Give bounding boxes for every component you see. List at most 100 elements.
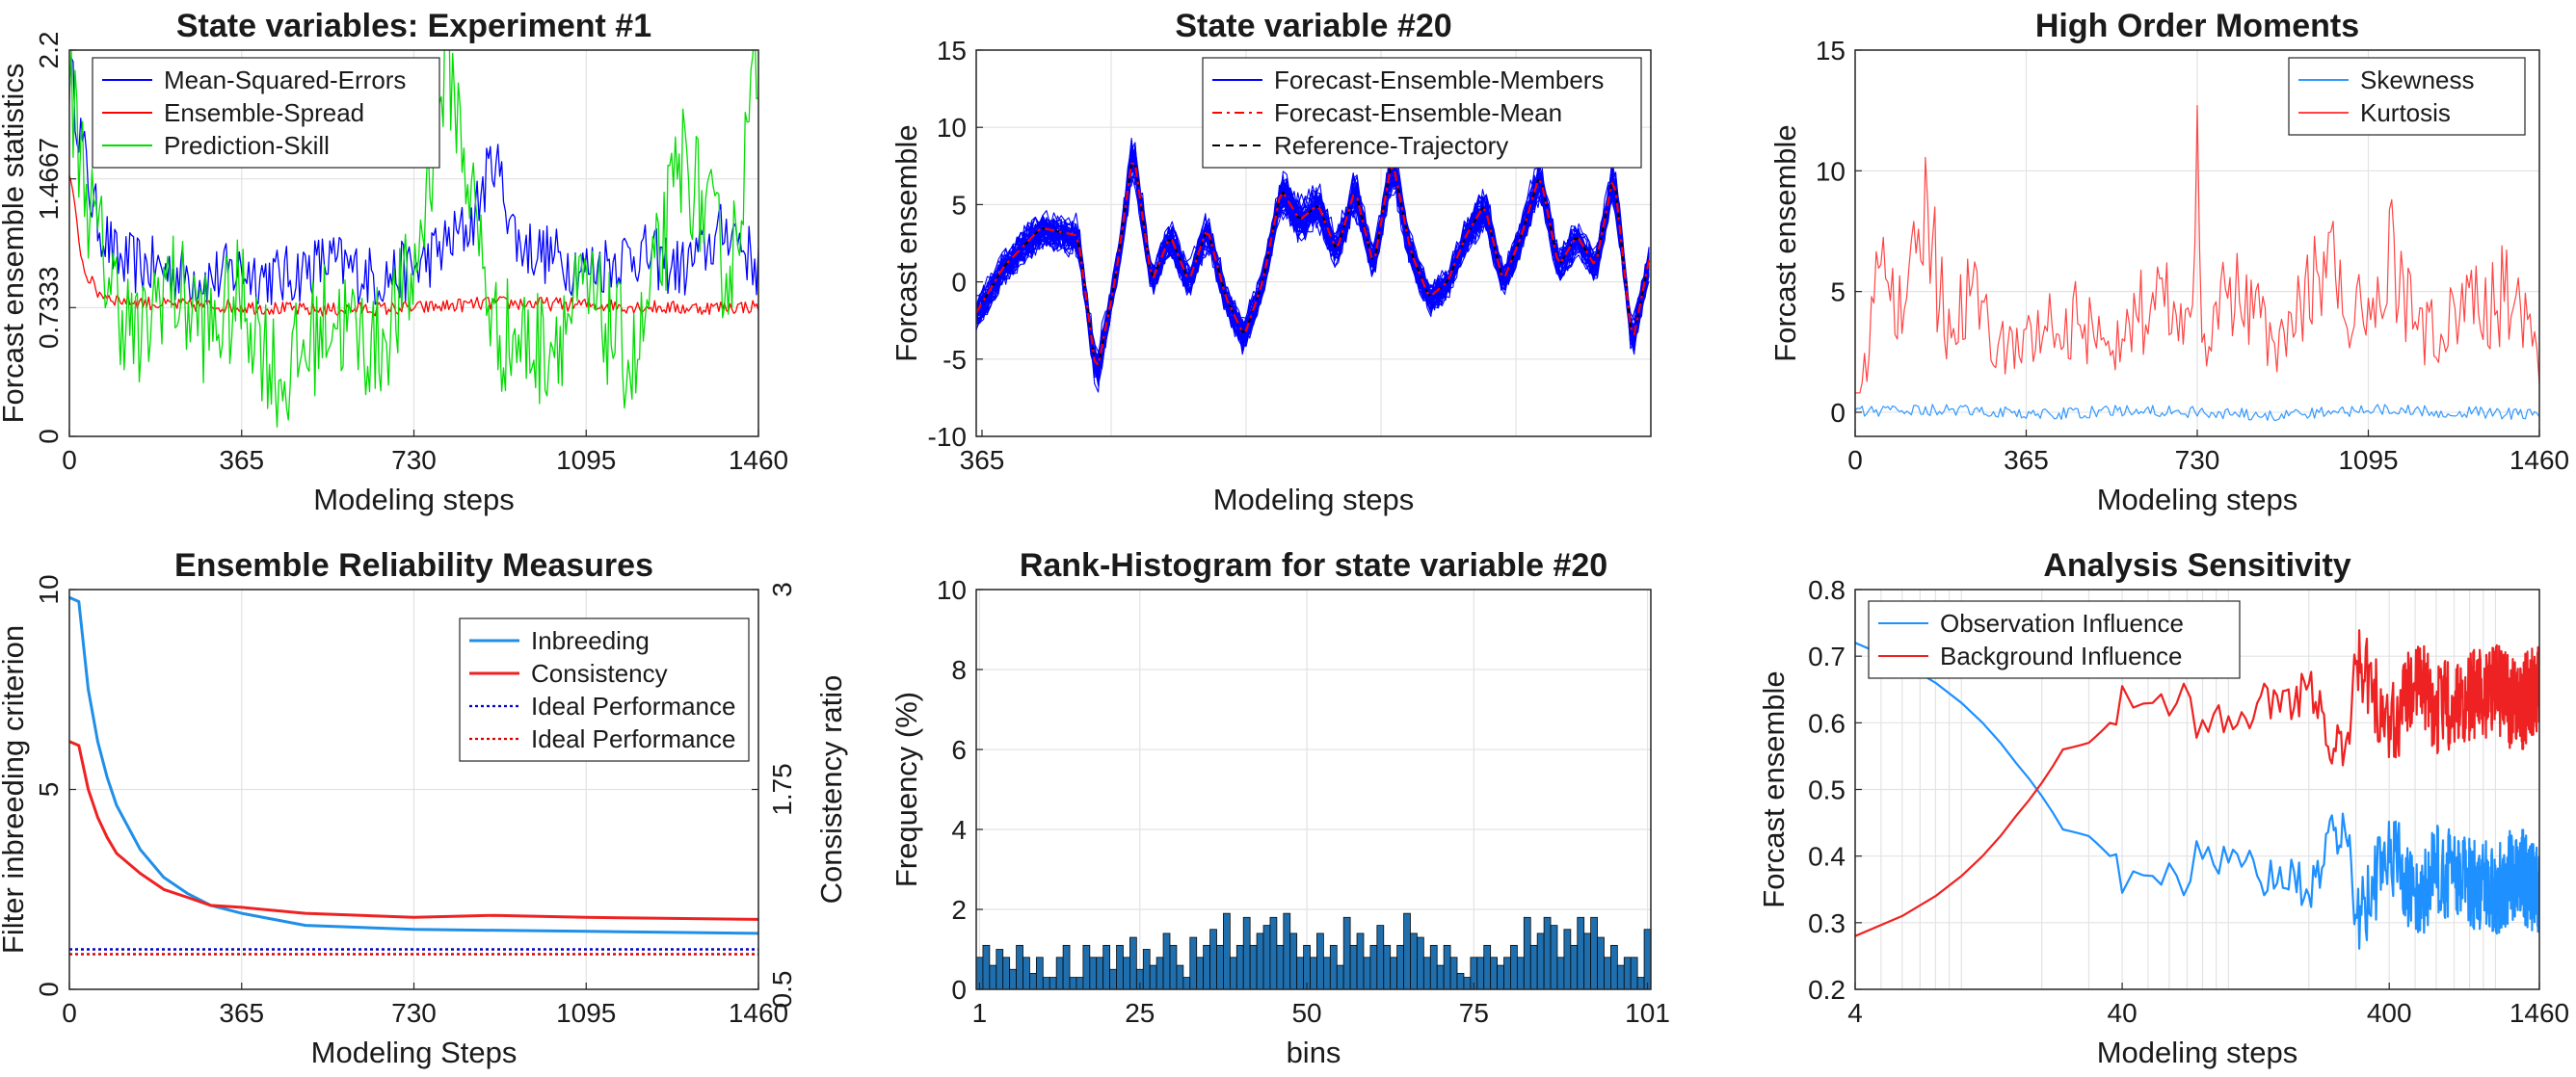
y-tick-label: 1.4667 <box>34 138 64 221</box>
histogram-bar <box>1636 977 1645 990</box>
histogram-bar <box>1583 933 1592 990</box>
histogram-bar <box>1577 916 1585 990</box>
y-tick-label: 2 <box>951 895 967 925</box>
series-line-kurtosis <box>1855 104 2539 394</box>
histogram-bar <box>1483 944 1492 990</box>
axes-box <box>975 49 1652 437</box>
histogram-bar <box>1329 944 1338 990</box>
histogram-bar <box>1383 944 1392 990</box>
histogram-bar <box>1610 944 1618 990</box>
x-tick-label: 730 <box>2175 445 2220 475</box>
histogram-bar <box>1336 964 1344 990</box>
panel-rank-histogram: 1 25 50 75 101 0 2 4 6 8 10 Rank-Histogram for stat… <box>890 547 1670 1069</box>
x-tick-label: 50 <box>1291 998 1321 1028</box>
histogram-bar <box>1550 925 1558 990</box>
histogram-bar <box>1563 929 1572 990</box>
histogram-bar <box>1016 944 1023 990</box>
legend: Observation Influence Background Influenc… <box>1868 600 2241 679</box>
x-axis-label: Modeling steps <box>1213 483 1415 516</box>
y-right-tick-label: 1.75 <box>767 763 797 816</box>
x-tick-label: 365 <box>219 998 264 1028</box>
y-tick-label: 0.6 <box>1808 708 1846 738</box>
histogram-bar <box>1616 964 1625 990</box>
y-tick-label: 10 <box>937 575 967 605</box>
legend-box <box>2288 57 2526 136</box>
histogram-bar <box>1123 957 1130 990</box>
histogram-bar <box>1570 944 1579 990</box>
histogram-bar <box>1223 912 1231 990</box>
histogram-bar <box>1155 957 1164 990</box>
x-tick-label: 365 <box>960 445 1005 475</box>
panel-high-order-moments: 0 365 730 1095 1460 0 5 10 15 High Order Moments M… <box>1768 8 2569 516</box>
histogram-bar <box>1556 957 1565 990</box>
histogram-bar <box>1342 916 1351 990</box>
histogram-bar <box>1169 944 1178 990</box>
series-group <box>1855 104 2539 422</box>
y-tick-label: 0.2 <box>1808 975 1846 1005</box>
legend-label: Forecast-Ensemble-Mean <box>1274 98 1562 127</box>
x-axis-label: Modeling steps <box>313 483 515 516</box>
axes-box <box>975 589 1652 990</box>
series-line-skewness <box>1855 404 2539 422</box>
x-tick-label: 75 <box>1459 998 1489 1028</box>
x-tick-label: 40 <box>2108 998 2138 1028</box>
x-tick-label: 1460 <box>2510 998 2569 1028</box>
y-tick-label: 0.3 <box>1808 908 1846 938</box>
histogram-bar <box>1242 916 1251 990</box>
histogram-bar <box>1076 977 1084 990</box>
histogram-bar <box>1009 968 1017 990</box>
x-tick-label: 1460 <box>2510 445 2569 475</box>
plot-area <box>976 590 1651 989</box>
y-tick-label: 0.8 <box>1808 575 1846 605</box>
histogram-bar <box>1363 957 1371 990</box>
histogram-bar <box>996 949 1004 990</box>
histogram-bar <box>1630 957 1638 990</box>
histogram-bar <box>1396 944 1404 990</box>
legend: Inbreeding Consistency Ideal Performance Id… <box>459 617 750 762</box>
histogram-bar <box>1276 944 1285 990</box>
histogram-bar <box>1376 925 1385 990</box>
histogram-bar <box>1176 964 1184 990</box>
histogram-bar <box>1356 933 1365 990</box>
histogram-bar <box>1216 944 1224 990</box>
x-tick-label: 0 <box>62 445 77 475</box>
histogram-bar <box>1109 968 1117 990</box>
histogram-bar <box>1316 933 1324 990</box>
histogram-bar <box>1262 925 1271 990</box>
legend-label: Ideal Performance <box>531 692 735 721</box>
chart-title: Rank-Histogram for state variable #20 <box>1020 547 1607 584</box>
legend: Forecast-Ensemble-Members Forecast-Ensemb… <box>1202 57 1642 169</box>
legend-label: Skewness <box>2360 66 2475 94</box>
y-axis-label: Forcast ensemble <box>890 124 923 361</box>
y-axis-label: Forcast ensemble statistics <box>0 64 30 424</box>
histogram-bar <box>1529 944 1538 990</box>
series-group <box>69 50 758 428</box>
legend-label: Kurtosis <box>2360 98 2451 127</box>
histogram-bar <box>1643 929 1652 990</box>
histogram-bar <box>1523 916 1531 990</box>
legend-box <box>1202 57 1642 169</box>
legend-label: Consistency <box>531 659 668 688</box>
y-tick-label: 5 <box>1830 277 1846 307</box>
histogram-bar <box>1417 936 1424 990</box>
histogram-bar <box>1049 977 1057 990</box>
legend-box <box>1868 600 2241 679</box>
histogram-bar <box>1096 957 1104 990</box>
histogram-bar <box>1203 944 1210 990</box>
legend: Skewness Kurtosis <box>2288 57 2526 136</box>
x-tick-label: 1460 <box>729 998 788 1028</box>
histogram-bar <box>1410 933 1418 990</box>
histogram-bar <box>1149 964 1157 990</box>
chart-title: Ensemble Reliability Measures <box>174 547 653 584</box>
panel-ensemble-reliability: 0 365 730 1095 1460 0 5 10 0.5 1.75 3 Ensemble Reli… <box>0 547 848 1069</box>
histogram-bar <box>1189 936 1198 990</box>
legend-label: Reference-Trajectory <box>1274 131 1508 160</box>
y-tick-label: 0 <box>34 982 64 997</box>
histogram-bar <box>989 964 997 990</box>
histogram-bar <box>1289 933 1298 990</box>
series-group <box>1855 629 2539 950</box>
y-axis-label: Filter inbreeding criterion <box>0 625 30 954</box>
histogram-bar <box>1369 944 1378 990</box>
histogram-bar <box>1209 929 1217 990</box>
